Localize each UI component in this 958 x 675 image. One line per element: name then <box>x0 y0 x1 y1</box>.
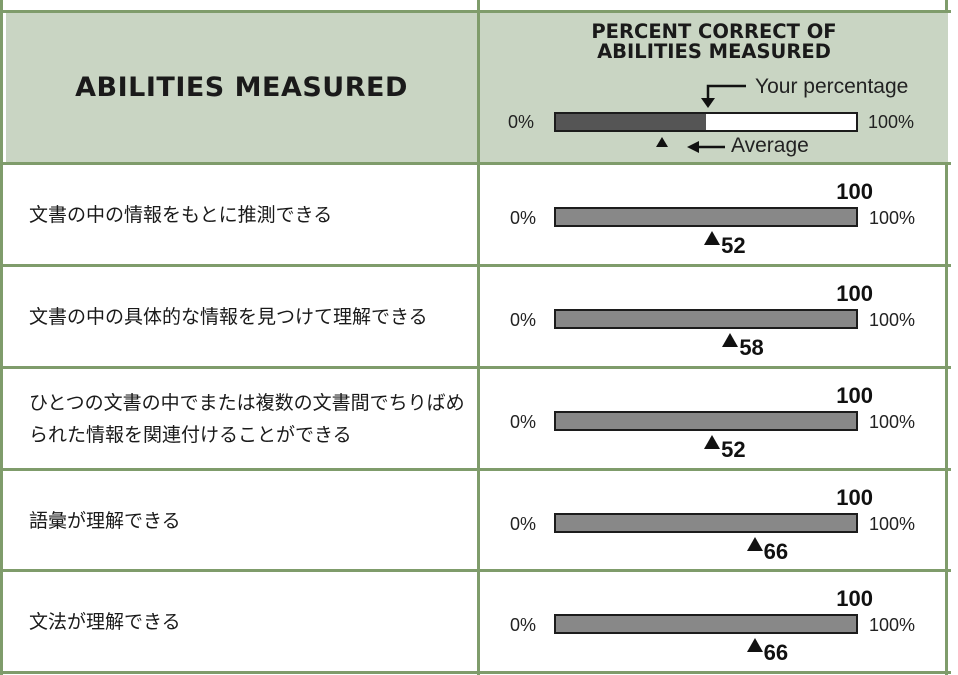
ability-text: ひとつの文書の中でまたは複数の文書間でちりばめられた情報を関連付けることができる <box>29 391 465 446</box>
ability-text: 文書の中の情報をもとに推測できる <box>29 203 333 226</box>
percent-correct-heading: PERCENT CORRECT OF ABILITIES MEASURED <box>480 22 948 62</box>
ability-label: ひとつの文書の中でまたは複数の文書間でちりばめられた情報を関連付けることができる <box>29 369 469 468</box>
average-marker-icon <box>704 435 721 449</box>
average-value: 66 <box>763 539 789 564</box>
legend-bar <box>554 112 858 132</box>
your-score-value: 100 <box>836 383 873 408</box>
bar-max-label: 100% <box>869 412 916 432</box>
average-marker-icon <box>704 231 721 245</box>
your-score-value: 100 <box>836 281 873 306</box>
average-value: 58 <box>739 335 764 360</box>
score-bar-fill <box>556 515 856 531</box>
average-value: 52 <box>721 233 746 258</box>
score-bar-fill <box>556 311 856 327</box>
average-marker-icon <box>656 137 668 147</box>
ability-text: 語彙が理解できる <box>29 509 181 532</box>
score-bar-fill <box>556 616 856 632</box>
score-bar <box>554 513 858 533</box>
ability-label: 文書の中の情報をもとに推測できる <box>29 165 469 264</box>
score-bar <box>554 411 858 431</box>
bar-max-label: 100% <box>869 514 916 534</box>
legend-average-label: Average <box>731 134 809 157</box>
average-marker-icon <box>746 638 763 652</box>
your-score-value: 100 <box>836 179 873 204</box>
score-bar <box>554 207 858 227</box>
bar-min-label: 0% <box>510 615 537 635</box>
legend-max-label: 100% <box>868 112 915 132</box>
your-percentage-arrow-icon <box>701 84 746 108</box>
bar-min-label: 0% <box>510 412 537 432</box>
average-arrow-icon <box>687 141 725 153</box>
average-value: 66 <box>763 640 789 665</box>
your-score-value: 100 <box>836 586 873 611</box>
abilities-measured-heading: ABILITIES MEASURED <box>75 72 408 103</box>
percent-correct-heading-line1: PERCENT CORRECT OF <box>591 20 837 43</box>
average-marker-icon <box>722 333 739 347</box>
bar-max-label: 100% <box>869 310 916 330</box>
score-bar-fill <box>556 209 856 225</box>
bar-max-label: 100% <box>869 615 916 635</box>
bar-min-label: 0% <box>510 310 537 330</box>
score-bar <box>554 309 858 329</box>
ability-label: 文法が理解できる <box>29 572 469 671</box>
average-value: 52 <box>721 437 746 462</box>
bar-min-label: 0% <box>510 208 537 228</box>
bar-max-label: 100% <box>869 208 916 228</box>
legend-your-percentage-label: Your percentage <box>755 75 909 98</box>
score-bar-fill <box>556 413 856 429</box>
bar-min-label: 0% <box>510 514 537 534</box>
ability-label: 文書の中の具体的な情報を見つけて理解できる <box>29 267 469 366</box>
score-bar <box>554 614 858 634</box>
legend-bar-fill <box>556 114 706 130</box>
ability-text: 文書の中の具体的な情報を見つけて理解できる <box>29 305 428 328</box>
ability-label: 語彙が理解できる <box>29 471 469 570</box>
percent-correct-heading-line2: ABILITIES MEASURED <box>597 40 831 63</box>
your-score-value: 100 <box>836 485 873 510</box>
average-marker-icon <box>746 537 763 551</box>
ability-text: 文法が理解できる <box>29 610 181 633</box>
column-divider <box>477 0 480 675</box>
legend-min-label: 0% <box>508 112 535 132</box>
